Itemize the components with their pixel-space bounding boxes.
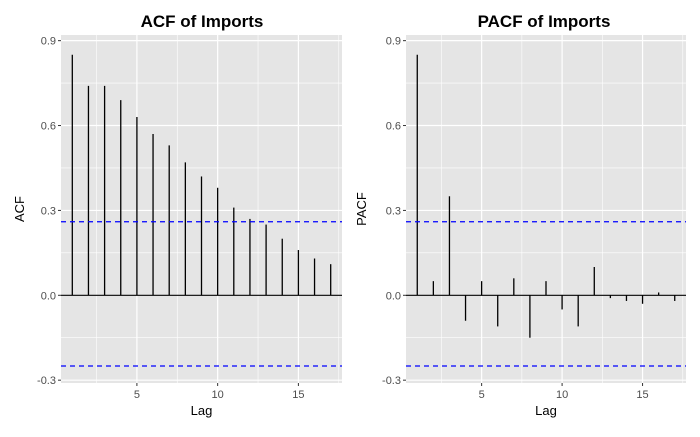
pacf-x-axis-label: Lag xyxy=(535,403,557,418)
pacf-x-tick-label: 10 xyxy=(556,389,568,401)
acf-x-tick-label: 10 xyxy=(212,389,224,401)
pacf-y-tick-label: -0.3 xyxy=(382,375,401,387)
acf-y-tick-label: 0.0 xyxy=(41,290,56,302)
pacf-title: PACF of Imports xyxy=(478,12,611,31)
acf-y-tick-label: 0.9 xyxy=(41,36,56,48)
acf-y-tick-label: -0.3 xyxy=(37,375,56,387)
pacf-x-tick-label: 15 xyxy=(636,389,648,401)
acf-y-tick-label: 0.6 xyxy=(41,121,56,133)
pacf-y-tick-label: 0.9 xyxy=(386,36,401,48)
pacf-panel-background xyxy=(406,35,686,383)
pacf-y-tick-label: 0.6 xyxy=(386,121,401,133)
pacf-y-axis-label: PACF xyxy=(354,192,369,226)
acf-x-tick-label: 15 xyxy=(292,389,304,401)
pacf-x-tick-label: 5 xyxy=(479,389,485,401)
pacf-y-tick-label: 0.3 xyxy=(386,205,401,217)
acf-y-tick-label: 0.3 xyxy=(41,205,56,217)
acf-x-tick-label: 5 xyxy=(134,389,140,401)
acf-y-axis-label: ACF xyxy=(12,196,27,222)
acf-x-axis-label: Lag xyxy=(191,403,213,418)
pacf-y-tick-label: 0.0 xyxy=(386,290,401,302)
acf-title: ACF of Imports xyxy=(141,12,264,31)
